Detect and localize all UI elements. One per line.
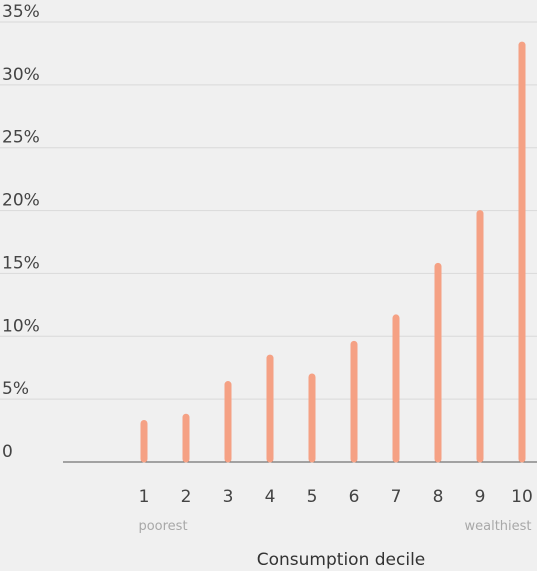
wealthiest-note: wealthiest — [464, 519, 531, 534]
y-tick-label: 10% — [2, 316, 40, 336]
y-tick-label: 20% — [2, 191, 40, 211]
x-tick-label: 6 — [349, 487, 360, 507]
x-tick-label: 5 — [307, 487, 318, 507]
gridlines — [0, 21, 537, 400]
y-tick-label: 0 — [2, 442, 13, 462]
y-tick-label: 5% — [2, 379, 29, 399]
x-tick-label: 4 — [265, 487, 276, 507]
x-tick-label: 7 — [391, 487, 402, 507]
x-tick-label: 10 — [511, 487, 533, 507]
y-tick-label: 15% — [2, 253, 40, 273]
y-tick-label: 35% — [2, 2, 40, 22]
x-axis-ticks: 1 2 3 4 5 6 7 8 9 10 — [139, 487, 533, 507]
y-tick-label: 30% — [2, 65, 40, 85]
x-tick-label: 9 — [475, 487, 486, 507]
x-tick-label: 2 — [181, 487, 192, 507]
y-tick-label: 25% — [2, 128, 40, 148]
x-tick-label: 3 — [223, 487, 234, 507]
x-tick-label: 1 — [139, 487, 150, 507]
x-axis-title: Consumption decile — [257, 550, 426, 570]
y-axis-ticks: 0 5% 10% 15% 20% 25% 30% 35% — [2, 2, 40, 462]
bars — [140, 41, 526, 463]
poorest-note: poorest — [138, 519, 187, 534]
x-tick-label: 8 — [433, 487, 444, 507]
